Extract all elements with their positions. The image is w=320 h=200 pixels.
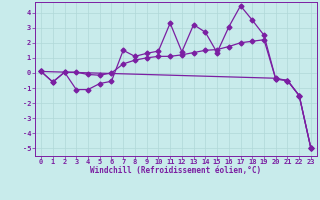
X-axis label: Windchill (Refroidissement éolien,°C): Windchill (Refroidissement éolien,°C) <box>91 166 261 175</box>
